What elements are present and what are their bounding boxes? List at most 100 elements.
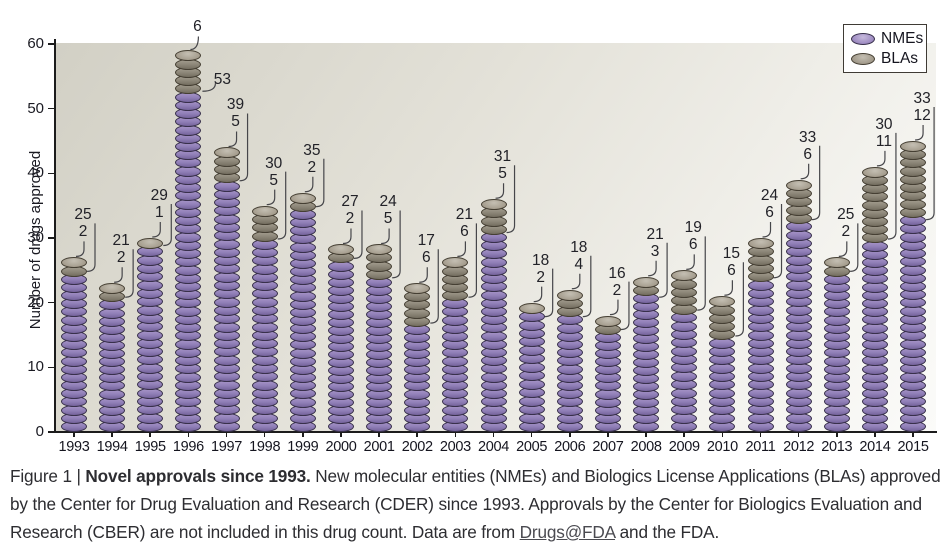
bar-2004 (480, 199, 507, 432)
y-tick-label-50: 50 (27, 99, 44, 117)
disc (61, 257, 87, 269)
x-tick-label-2007: 2007 (592, 439, 624, 455)
x-tick-2014 (874, 432, 876, 437)
x-tick-label-1999: 1999 (287, 439, 319, 455)
bar-label-nme-2001: 24 (379, 193, 397, 211)
bar-label-bla-1996: 6 (193, 18, 202, 36)
x-tick-2006 (569, 432, 571, 437)
disc (861, 166, 888, 178)
x-axis-line (54, 431, 937, 433)
disc (251, 205, 278, 217)
bar-label-bla-2014: 11 (875, 132, 892, 150)
bar-label-nme-2003: 21 (455, 206, 474, 224)
bar-1995 (137, 238, 164, 432)
x-tick-label-2001: 2001 (363, 439, 395, 455)
bar-label-bla-1997: 5 (231, 113, 240, 131)
bar-2008 (633, 276, 660, 432)
bar-label-bla-1998: 5 (269, 171, 278, 189)
x-tick-1994 (111, 432, 113, 437)
caption-body-2: and the FDA. (615, 522, 720, 542)
x-tick-2004 (492, 432, 495, 437)
x-tick-2000 (340, 432, 342, 437)
bar-label-bla-2011: 6 (765, 204, 774, 221)
disc (633, 276, 660, 288)
disc (747, 238, 774, 249)
x-tick-label-2010: 2010 (706, 439, 738, 455)
disc (900, 141, 927, 152)
bar-label-bla-2009: 6 (688, 236, 698, 254)
bar-label-bla-2010: 6 (727, 262, 736, 280)
bar-2010 (709, 296, 736, 432)
bar-1998 (251, 205, 278, 432)
bar-2013 (823, 257, 850, 432)
y-tick-20 (48, 301, 55, 304)
disc (175, 50, 202, 62)
y-tick-30 (48, 237, 55, 239)
y-tick-label-40: 40 (27, 164, 44, 182)
bar-label-nme-1997: 39 (226, 96, 245, 114)
bar-label-bla-2015: 12 (913, 107, 931, 124)
bar-label-bla-1993: 2 (78, 223, 88, 241)
bar-label-nme-2005: 18 (532, 251, 550, 269)
bar-label-bla-2005: 2 (536, 268, 545, 286)
x-tick-label-2013: 2013 (821, 439, 853, 455)
bar-2014 (861, 166, 888, 432)
bar-label-bla-2008: 3 (650, 242, 660, 260)
bar-label-bla-2002: 6 (421, 249, 431, 267)
bar-label-nme-2007: 16 (608, 264, 626, 282)
y-tick-label-20: 20 (27, 293, 44, 311)
bar-label-nme-1998: 30 (265, 154, 283, 172)
bar-label-bla-1995: 1 (154, 204, 164, 221)
x-tick-label-1998: 1998 (249, 439, 281, 455)
bar-1997 (213, 147, 240, 432)
bar-2015 (900, 141, 927, 432)
bar-label-nme-2002: 17 (417, 232, 435, 250)
x-tick-label-1995: 1995 (134, 439, 166, 455)
bar-label-bla-2004: 5 (498, 165, 507, 183)
bar-1996 (175, 50, 202, 432)
legend-item-blas: BLAs (851, 50, 926, 67)
bar-label-nme-2015: 33 (913, 90, 931, 107)
bar-label-nme-2006: 18 (570, 238, 588, 256)
disc (480, 199, 507, 211)
x-tick-2007 (607, 432, 609, 437)
bar-2006 (556, 289, 583, 432)
y-tick-label-10: 10 (27, 358, 44, 376)
bar-label-nme-2009: 19 (684, 219, 702, 237)
x-tick-1998 (263, 432, 266, 437)
x-tick-2003 (454, 432, 457, 437)
legend-label-nmes: NMEs (881, 29, 924, 47)
bar-2003 (442, 257, 469, 432)
bar-1993 (61, 257, 87, 432)
x-tick-label-2006: 2006 (554, 439, 586, 455)
bar-2000 (327, 244, 354, 432)
bar-label-nme-2004: 31 (493, 148, 512, 166)
disc (556, 289, 583, 301)
disc (289, 192, 316, 204)
bar-label-nme-1999: 35 (303, 141, 321, 159)
legend: NMEs BLAs (843, 24, 927, 73)
bar-2007 (594, 315, 621, 432)
disc (785, 179, 812, 191)
y-tick-50 (48, 107, 55, 110)
x-tick-label-1996: 1996 (172, 439, 204, 455)
bar-1999 (289, 192, 316, 432)
bar-2005 (518, 302, 545, 432)
disc (594, 315, 621, 327)
caption-body-1: New molecular entities (NMEs) and Biolog… (10, 466, 941, 542)
bar-label-bla-2006: 4 (574, 255, 584, 273)
bar-label-nme-2011: 24 (760, 187, 779, 204)
x-tick-1999 (302, 432, 304, 437)
bar-label-nme-2008: 21 (646, 225, 664, 243)
disc (366, 244, 393, 256)
x-tick-label-2005: 2005 (516, 439, 548, 455)
x-tick-label-1997: 1997 (211, 439, 243, 455)
bar-1994 (99, 283, 126, 432)
bar-label-nme-1995: 29 (150, 187, 168, 204)
drugs-fda-link[interactable]: Drugs@FDA (519, 522, 616, 542)
x-tick-1996 (187, 432, 190, 437)
bar-label-nme-1996: 53 (213, 71, 232, 89)
bar-label-nme-1993: 25 (74, 206, 92, 224)
y-tick-label-30: 30 (27, 229, 44, 246)
